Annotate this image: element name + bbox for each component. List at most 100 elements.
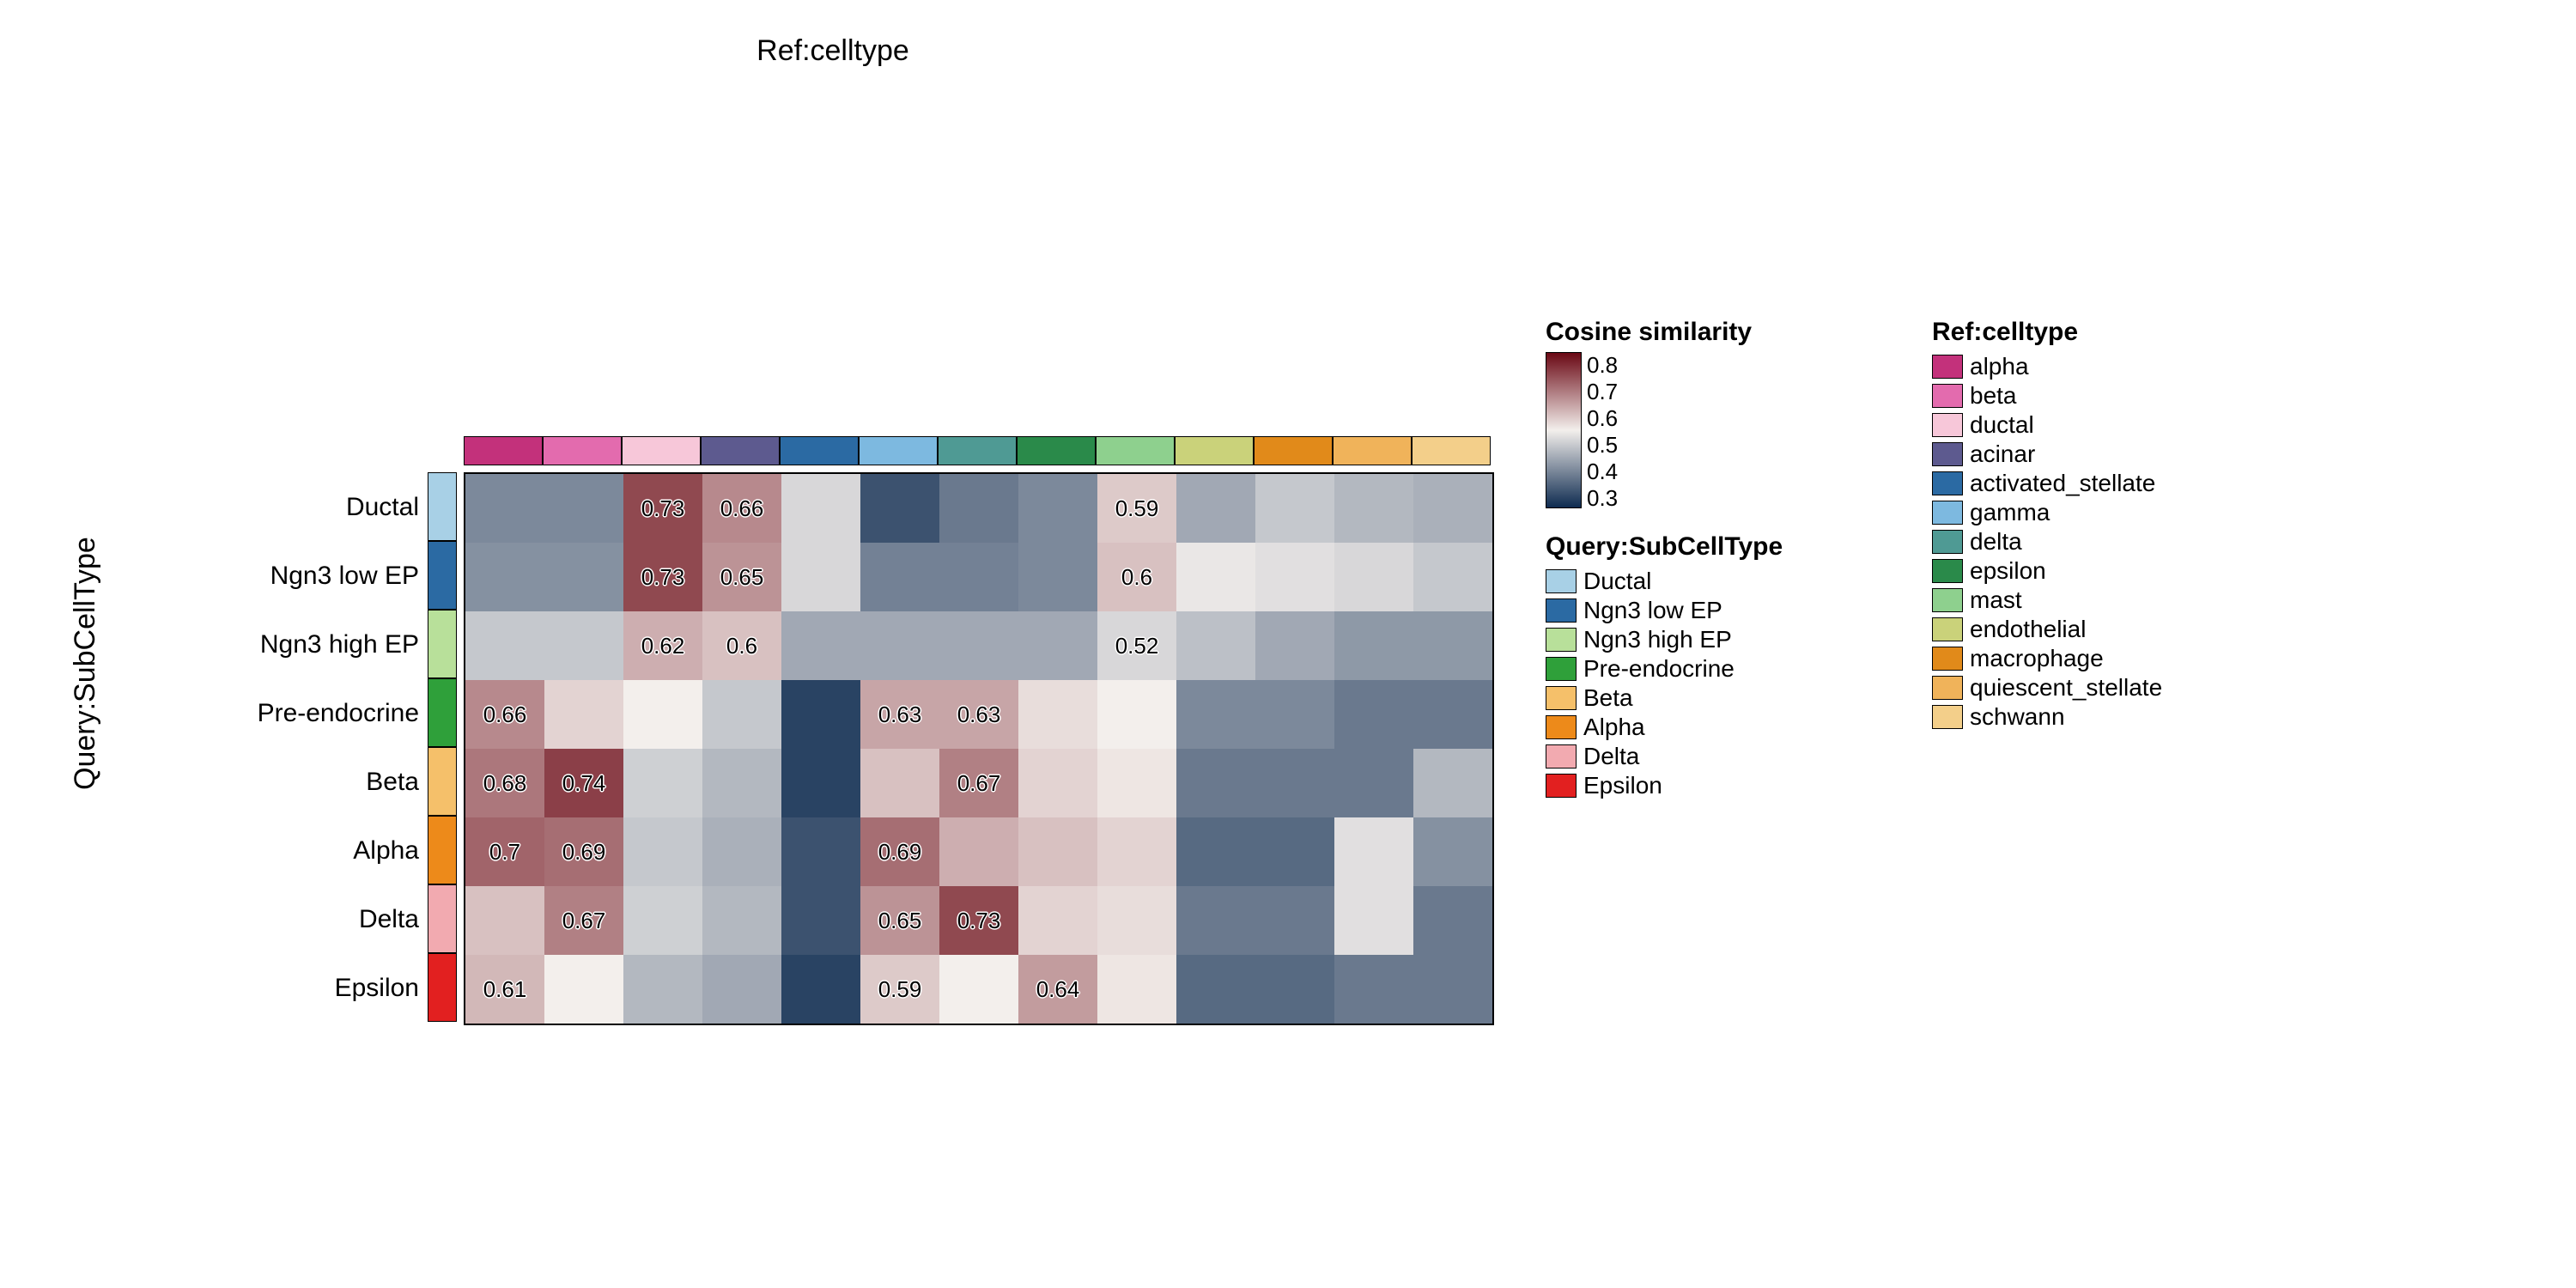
legend-item-label: ductal [1970,411,2034,439]
legend-ref-title: Ref:celltype [1932,318,2162,347]
heatmap-cell [1413,543,1492,611]
heatmap-cell [781,543,860,611]
heatmap-cell: 0.66 [465,680,544,749]
legend-item-label: endothelial [1970,616,2086,643]
heatmap-cell-label: 0.67 [957,770,1001,797]
heatmap-cell-label: 0.66 [720,495,764,522]
heatmap-cell [702,886,781,955]
column-annotation-cell [1017,436,1096,465]
heatmap-row: 0.68 0.74 0.67 [465,749,1492,817]
heatmap-cell [1176,749,1255,817]
legend-item-label: Beta [1583,684,1633,712]
heatmap-cell [1018,543,1097,611]
row-annotation-cell [428,816,457,884]
heatmap-cell-label: 0.69 [562,839,606,866]
heatmap-cell [702,680,781,749]
heatmap-cell [702,817,781,886]
heatmap-cell: 0.65 [860,886,939,955]
legend-swatch [1546,686,1577,710]
heatmap-row: 0.67 0.650.73 [465,886,1492,955]
heatmap-cell: 0.74 [544,749,623,817]
heatmap-cell [1176,817,1255,886]
heatmap-cell [939,611,1018,680]
heatmap-cell [1097,680,1176,749]
heatmap-cell [1334,543,1413,611]
heatmap-cell [1334,749,1413,817]
heatmap-cell [465,543,544,611]
heatmap-row: 0.70.690.69 [465,817,1492,886]
legend-ref-item: alpha [1932,352,2162,381]
gradient-tick-label: 0.6 [1587,405,1618,432]
row-annotation-strip [428,472,457,1022]
heatmap-cell: 0.6 [1097,543,1176,611]
heatmap-row: 0.620.6 0.52 [465,611,1492,680]
heatmap-cell [1097,886,1176,955]
heatmap-cell-label: 0.7 [489,839,520,866]
heatmap-cell [1413,680,1492,749]
heatmap-cell [860,474,939,543]
legend-swatch [1546,774,1577,798]
heatmap-cell [623,886,702,955]
heatmap-cell [781,886,860,955]
row-label: Alpha [17,836,419,866]
heatmap-cell-label: 0.6 [1121,564,1152,591]
legend-swatch [1546,569,1577,593]
legend-query-title: Query:SubCellType [1546,532,1783,562]
heatmap-cell [1097,749,1176,817]
row-label: Ductal [17,493,419,522]
legend-swatch [1932,559,1963,583]
legend-ref-item: quiescent_stellate [1932,673,2162,702]
heatmap-cell [1334,474,1413,543]
legend-query-item: Pre-endocrine [1546,654,1783,683]
heatmap-cell [1255,749,1334,817]
heatmap-cell: 0.59 [1097,474,1176,543]
row-annotation-cell [428,472,457,541]
heatmap-cell [623,955,702,1024]
legend-item-label: epsilon [1970,557,2046,585]
legend-item-label: Ngn3 high EP [1583,626,1732,653]
legend-swatch [1932,442,1963,466]
heatmap-cell: 0.62 [623,611,702,680]
legend-item-label: activated_stellate [1970,470,2155,497]
heatmap-row: 0.730.650.6 [465,543,1492,611]
heatmap-cell: 0.64 [1018,955,1097,1024]
legend-query-item: Delta [1546,742,1783,771]
heatmap-cell [1176,474,1255,543]
heatmap-cell-label: 0.59 [878,976,922,1003]
column-annotation-cell [1096,436,1175,465]
heatmap-cell [465,611,544,680]
legend-item-label: macrophage [1970,645,2104,672]
heatmap-cell [1413,611,1492,680]
legend-ref-item: gamma [1932,498,2162,527]
heatmap-cell [544,680,623,749]
legend-item-label: schwann [1970,703,2065,731]
legend-ref-item: beta [1932,381,2162,410]
heatmap-cell: 0.52 [1097,611,1176,680]
legend-swatch [1932,413,1963,437]
heatmap-cell [544,543,623,611]
heatmap-cell [1176,543,1255,611]
row-label: Ngn3 high EP [17,630,419,659]
heatmap-cell [465,474,544,543]
heatmap-cell: 0.63 [939,680,1018,749]
heatmap-cell: 0.68 [465,749,544,817]
row-annotation-cell [428,747,457,816]
heatmap-cell [939,474,1018,543]
heatmap-cell [1255,474,1334,543]
legend-query: Query:SubCellType DuctalNgn3 low EPNgn3 … [1546,532,1783,800]
legend-query-item: Alpha [1546,713,1783,742]
column-annotation-cell [1333,436,1412,465]
gradient-ticks: 0.80.70.60.50.40.3 [1587,352,1618,512]
heatmap-cell: 0.6 [702,611,781,680]
gradient-tick-label: 0.4 [1587,459,1618,485]
heatmap-cell [1334,680,1413,749]
legend-ref-item: activated_stellate [1932,469,2162,498]
heatmap-cell: 0.73 [939,886,1018,955]
heatmap-cell-label: 0.73 [641,495,685,522]
heatmap-cell [1334,886,1413,955]
legend-swatch [1932,355,1963,379]
heatmap-cell-label: 0.68 [483,770,527,797]
heatmap-cell-label: 0.67 [562,908,606,934]
legend-swatch [1546,598,1577,623]
legend-swatch [1932,617,1963,641]
